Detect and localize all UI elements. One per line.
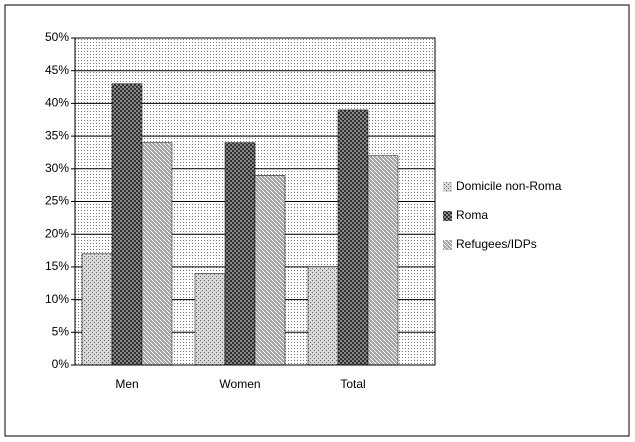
y-tick-label: 40% (45, 96, 69, 110)
legend-label: Refugees/IDPs (456, 237, 537, 251)
y-tick-label: 5% (52, 324, 70, 338)
x-tick-label: Women (219, 377, 260, 391)
bar (307, 266, 339, 366)
bar (337, 109, 369, 366)
y-tick-label: 45% (45, 63, 69, 77)
y-tick-label: 25% (45, 194, 69, 208)
y-tick-label: 20% (45, 226, 69, 240)
bar (81, 253, 113, 366)
legend-label: Domicile non-Roma (456, 179, 562, 193)
bar (141, 142, 173, 366)
bar (224, 142, 256, 366)
x-tick-label: Total (340, 377, 365, 391)
bar (367, 155, 399, 366)
bar (111, 83, 143, 366)
y-tick-label: 0% (52, 357, 70, 371)
legend-label: Roma (456, 208, 488, 222)
y-tick-label: 50% (45, 30, 69, 44)
legend-swatch (443, 211, 452, 221)
legend-swatch (443, 240, 452, 250)
legend-swatch (443, 182, 452, 192)
y-tick-label: 30% (45, 161, 69, 175)
bar (194, 273, 226, 366)
y-tick-label: 10% (45, 292, 69, 306)
bar (254, 175, 286, 366)
x-tick-label: Men (115, 377, 138, 391)
y-tick-label: 15% (45, 259, 69, 273)
y-tick-label: 35% (45, 128, 69, 142)
